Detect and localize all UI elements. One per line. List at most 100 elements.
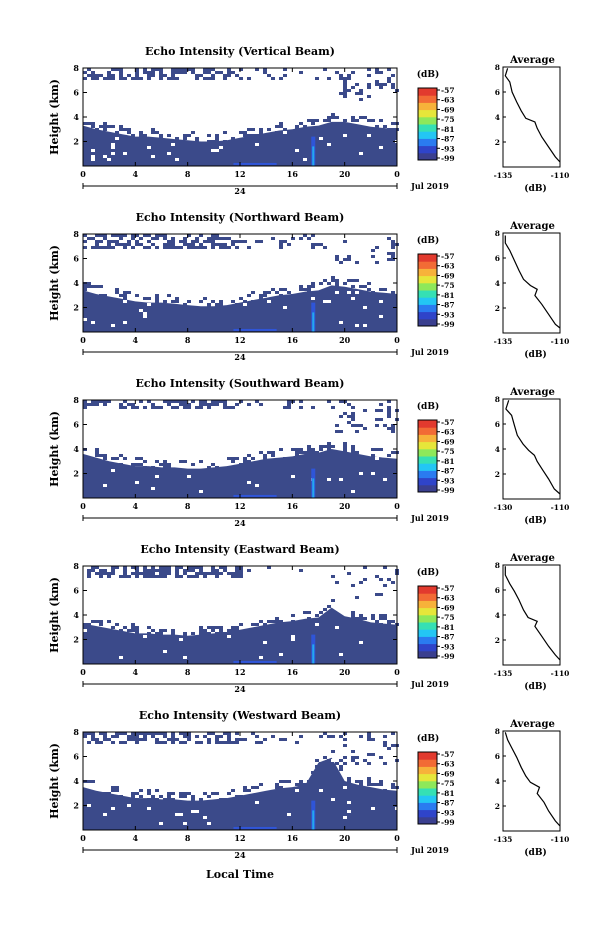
- echo-cell: [243, 786, 247, 789]
- echo-cell: [151, 732, 155, 735]
- echo-cell: [379, 756, 383, 759]
- echo-cell: [251, 291, 255, 294]
- echo-gap: [103, 155, 107, 158]
- echo-region: [83, 121, 397, 166]
- echo-cell: [275, 131, 279, 134]
- echo-cell: [135, 572, 139, 575]
- echo-cell: [199, 798, 203, 801]
- echo-cell: [159, 741, 163, 744]
- echo-gap: [339, 653, 343, 656]
- echo-cell: [159, 732, 163, 735]
- echo-cell: [195, 741, 199, 744]
- echo-cell: [259, 134, 263, 137]
- echo-cell: [207, 140, 211, 143]
- echo-cell: [163, 460, 167, 463]
- echo-cell: [183, 635, 187, 638]
- x-tick-label: 16: [287, 335, 299, 345]
- echo-cell: [379, 623, 383, 626]
- echo-cell: [147, 240, 151, 243]
- echo-cell: [211, 792, 215, 795]
- echo-cell: [143, 71, 147, 74]
- echo-cell: [359, 98, 363, 101]
- echo-cell: [227, 741, 231, 744]
- echo-cell: [379, 593, 383, 596]
- echo-cell: [307, 611, 311, 614]
- echo-cell: [283, 406, 287, 409]
- echo-gap: [363, 306, 367, 309]
- x-tick-label: 12: [234, 667, 245, 677]
- echo-cell: [131, 134, 135, 137]
- echo-cell: [327, 442, 331, 445]
- x-tick-label: 20: [339, 667, 351, 677]
- colorbar-swatch: [418, 484, 437, 493]
- echo-cell: [191, 569, 195, 572]
- echo-cell: [331, 113, 335, 116]
- echo-cell: [95, 403, 99, 406]
- echo-gap: [215, 149, 219, 152]
- echo-cell: [375, 68, 379, 71]
- colorbar-swatch: [418, 795, 437, 803]
- echo-cell: [195, 240, 199, 243]
- echo-gap: [83, 629, 87, 632]
- echo-cell: [115, 789, 119, 792]
- echo-cell: [235, 566, 239, 569]
- echo-cell: [159, 134, 163, 137]
- echo-cell: [383, 741, 387, 744]
- echo-cell: [379, 403, 383, 406]
- echo-cell: [251, 786, 255, 789]
- echo-gap: [383, 478, 387, 481]
- echo-cell: [343, 92, 347, 95]
- colorbar-swatch: [418, 788, 437, 796]
- echo-cell: [335, 581, 339, 584]
- panel-title: Echo Intensity (Eastward Beam): [140, 543, 339, 556]
- echo-cell: [111, 789, 115, 792]
- echo-cell: [287, 406, 291, 409]
- echo-cell: [119, 795, 123, 798]
- echo-cell: [187, 234, 191, 237]
- colorbar-swatch: [418, 282, 437, 291]
- echo-cell: [207, 572, 211, 575]
- colorbar-swatch: [418, 152, 437, 161]
- echo-gap: [211, 149, 215, 152]
- x-tick-label: 4: [133, 833, 139, 843]
- echo-cell: [303, 288, 307, 291]
- echo-cell: [227, 457, 231, 460]
- echo-cell: [91, 738, 95, 741]
- echo-cell: [199, 572, 203, 575]
- echo-cell: [267, 74, 271, 77]
- echo-cell: [207, 71, 211, 74]
- echo-cell: [231, 626, 235, 629]
- echo-cell: [111, 77, 115, 80]
- average-y-tick-label: 4: [495, 279, 500, 288]
- colorbar-swatch: [418, 607, 437, 616]
- echo-cell: [267, 128, 271, 131]
- echo-cell: [131, 77, 135, 80]
- echo-cell: [139, 572, 143, 575]
- colorbar-swatch: [418, 116, 437, 125]
- echo-cell: [135, 74, 139, 77]
- echo-cell: [355, 430, 359, 433]
- echo-cell: [107, 620, 111, 623]
- echo-gap: [191, 810, 195, 813]
- echo-cell: [183, 795, 187, 798]
- echo-cell: [163, 798, 167, 801]
- echo-cell: [203, 735, 207, 738]
- echo-cell: [175, 68, 179, 71]
- colorbar-tick-label: -99: [441, 818, 455, 827]
- echo-gap: [167, 152, 171, 155]
- echo-cell: [295, 128, 299, 131]
- echo-gap: [115, 137, 119, 140]
- echo-cell: [299, 400, 303, 403]
- echo-cell: [343, 282, 347, 285]
- echo-gap: [111, 146, 115, 149]
- colorbar-swatch: [418, 752, 437, 760]
- echo-cell: [179, 741, 183, 744]
- echo-cell: [131, 572, 135, 575]
- echo-cell: [135, 68, 139, 71]
- echo-cell: [379, 780, 383, 783]
- echo-cell: [255, 741, 259, 744]
- echo-cell: [223, 403, 227, 406]
- echo-cell: [191, 240, 195, 243]
- echo-cell: [303, 451, 307, 454]
- x-tick-label: 4: [133, 501, 139, 511]
